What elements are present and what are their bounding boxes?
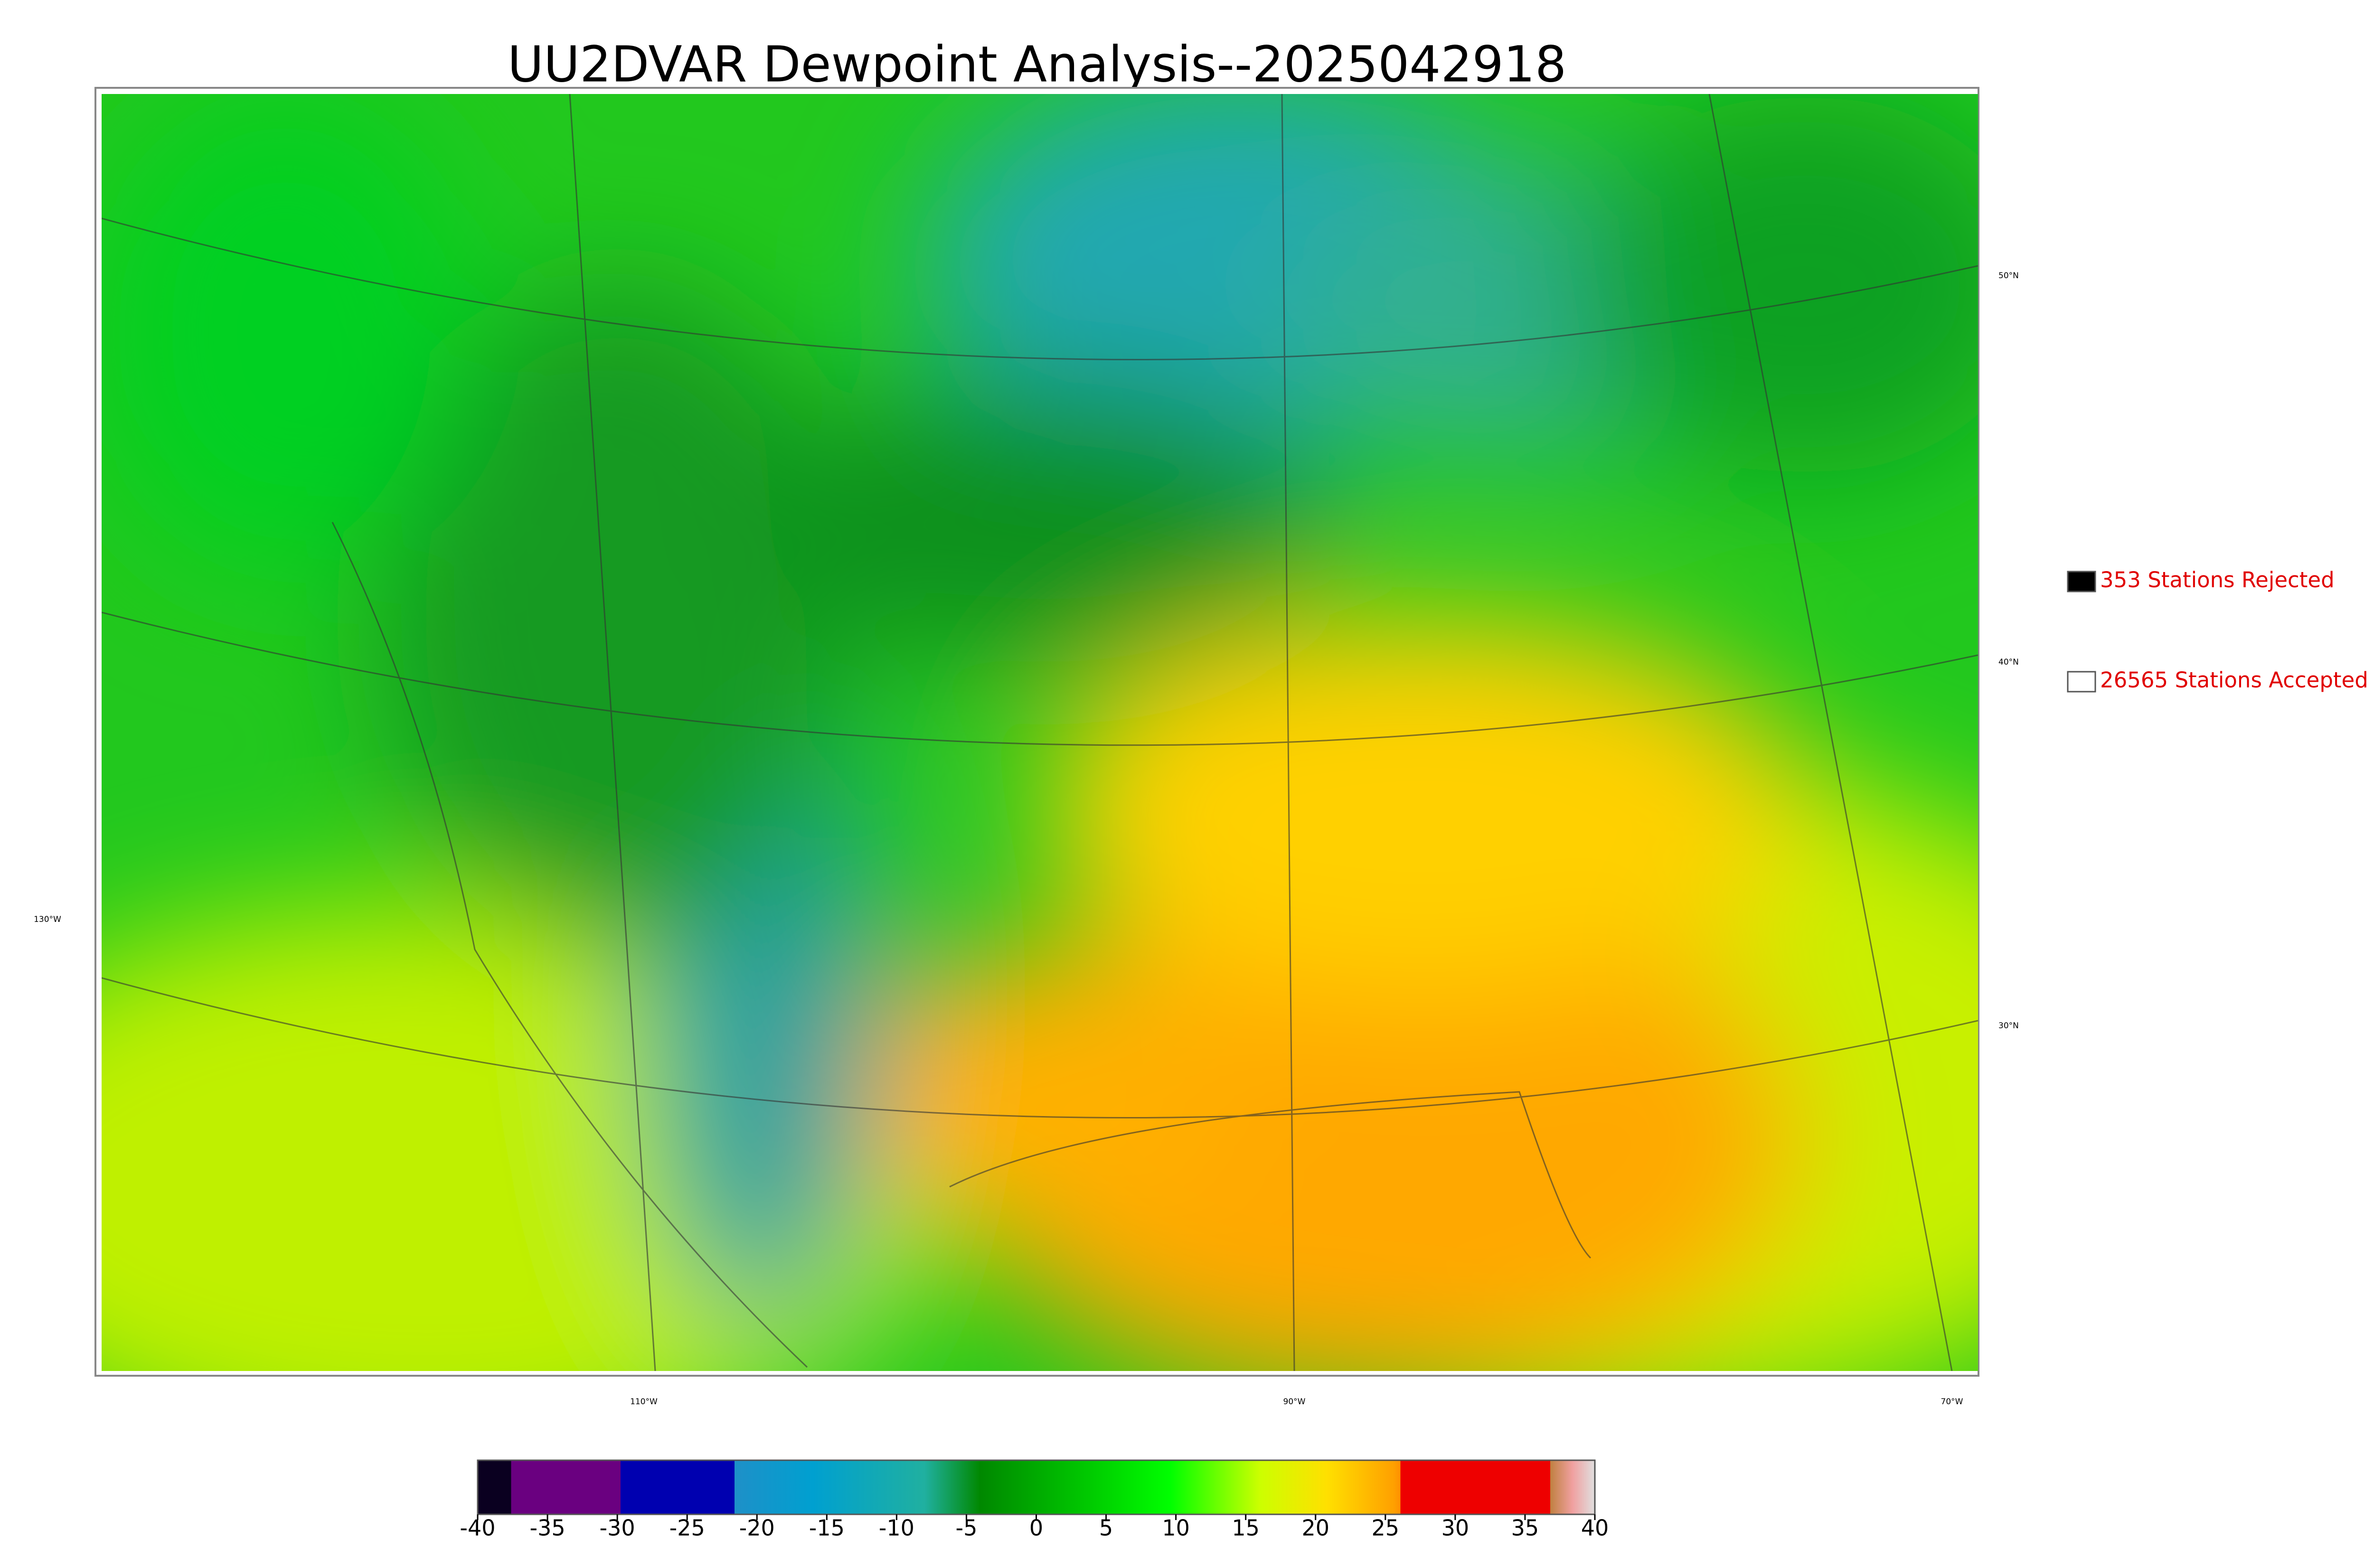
colorbar-tick-label: -40 (460, 1515, 495, 1541)
legend-label: 26565 Stations Accepted (2100, 667, 2368, 693)
lat-label: 50°N (1998, 271, 2019, 281)
colorbar-tick-label: 5 (1099, 1515, 1113, 1541)
lon-label: 130°W (34, 915, 61, 924)
colorbar-tick-label: 40 (1581, 1515, 1609, 1541)
legend: 353 Stations Rejected 26565 Stations Acce… (2067, 567, 2368, 693)
colorbar-tick-label: -5 (956, 1515, 978, 1541)
colorbar-tick-label: 35 (1511, 1515, 1539, 1541)
colorbar-tick-label: -10 (879, 1515, 914, 1541)
colorbar-ticks: -40 -35 -30 -25 -20 -15 -10 -5 0 5 10 15 20 25 30 35 40 (460, 1514, 1609, 1541)
lon-label: 70°W (1941, 1397, 1963, 1407)
graticule-labels: 50°N 40°N 30°N 130°W 110°W 90°W 70°W (34, 271, 2019, 1407)
colorbar-tick-label: 10 (1162, 1515, 1190, 1541)
colorbar-tick-label: 15 (1232, 1515, 1260, 1541)
lat-label: 40°N (1998, 657, 2019, 667)
legend-label: 353 Stations Rejected (2100, 567, 2335, 592)
colorbar-tick-label: -35 (529, 1515, 565, 1541)
colorbar-tick-label: -30 (600, 1515, 635, 1541)
lon-label: 90°W (1283, 1397, 1306, 1407)
colorbar-tick-label: 25 (1372, 1515, 1400, 1541)
colorbar-tick-label: 0 (1029, 1515, 1043, 1541)
legend-swatch (2067, 671, 2096, 693)
legend-swatch (2067, 571, 2096, 592)
colorbar-tick-label: 20 (1301, 1515, 1329, 1541)
dewpoint-field (102, 94, 1978, 1371)
colorbar-tick-label: 30 (1441, 1515, 1470, 1541)
lon-label: 110°W (630, 1397, 658, 1407)
title: UU2DVAR Dewpoint Analysis--2025042918 (508, 35, 1566, 93)
colorbar-tick-label: -20 (739, 1515, 775, 1541)
lat-label: 30°N (1998, 1021, 2019, 1031)
colorbar-tick-label: -25 (669, 1515, 705, 1541)
colorbar-tick-label: -15 (809, 1515, 845, 1541)
colorbar (477, 1459, 1596, 1515)
